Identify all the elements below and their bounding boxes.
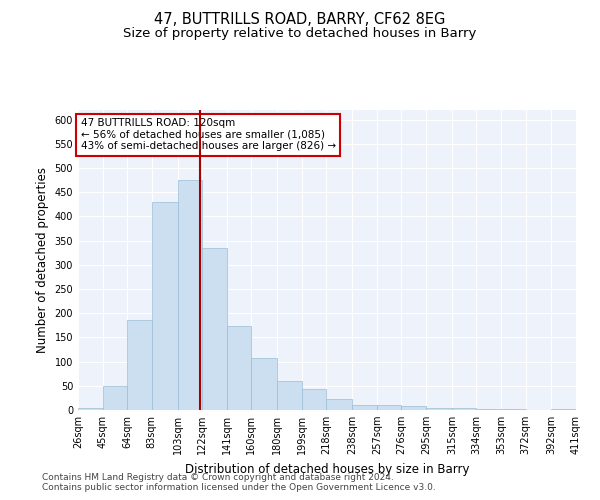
Bar <box>326 400 352 410</box>
Bar <box>452 408 476 410</box>
Bar <box>127 320 152 410</box>
Bar <box>78 408 103 410</box>
X-axis label: Distribution of detached houses by size in Barry: Distribution of detached houses by size … <box>185 462 469 475</box>
Bar <box>251 358 277 410</box>
Bar <box>227 326 251 410</box>
Bar <box>426 408 452 410</box>
Text: Size of property relative to detached houses in Barry: Size of property relative to detached ho… <box>124 28 476 40</box>
Bar <box>202 248 227 410</box>
Bar <box>152 202 178 410</box>
Bar <box>476 409 501 410</box>
Bar <box>352 405 377 410</box>
Bar <box>178 180 202 410</box>
Text: Contains public sector information licensed under the Open Government Licence v3: Contains public sector information licen… <box>42 484 436 492</box>
Text: 47, BUTTRILLS ROAD, BARRY, CF62 8EG: 47, BUTTRILLS ROAD, BARRY, CF62 8EG <box>154 12 446 28</box>
Bar <box>551 409 576 410</box>
Bar <box>401 406 426 410</box>
Y-axis label: Number of detached properties: Number of detached properties <box>36 167 49 353</box>
Bar <box>302 388 326 410</box>
Text: Contains HM Land Registry data © Crown copyright and database right 2024.: Contains HM Land Registry data © Crown c… <box>42 474 394 482</box>
Bar <box>103 386 127 410</box>
Bar <box>277 381 302 410</box>
Bar <box>377 405 401 410</box>
Text: 47 BUTTRILLS ROAD: 120sqm
← 56% of detached houses are smaller (1,085)
43% of se: 47 BUTTRILLS ROAD: 120sqm ← 56% of detac… <box>80 118 336 152</box>
Bar <box>501 409 526 410</box>
